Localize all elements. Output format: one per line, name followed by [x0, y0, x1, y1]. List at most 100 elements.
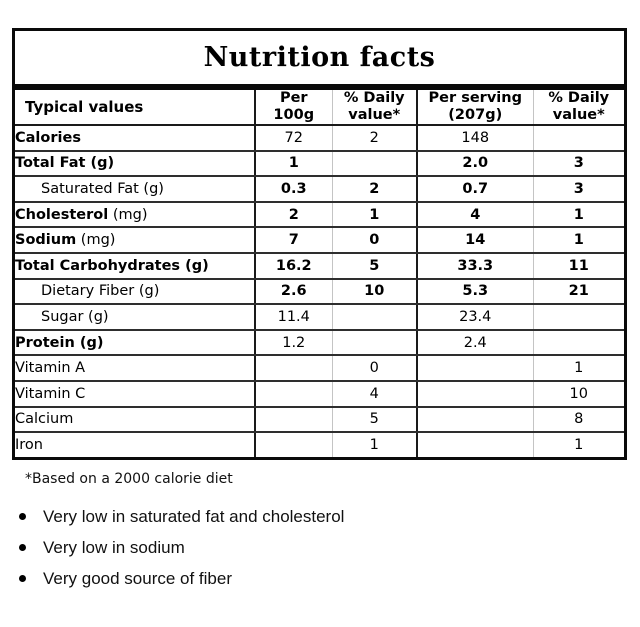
cell-daily-value-100g: 2: [332, 125, 418, 152]
cell-per-100g: 72: [255, 125, 333, 152]
cell-per-serving: 33.3: [417, 252, 534, 280]
row-label-text: (mg): [108, 206, 148, 223]
col-header-line: % Daily: [343, 90, 405, 106]
col-header-line: value*: [348, 107, 401, 123]
cell-per-serving: 5.3: [417, 278, 534, 306]
cell-daily-value-serving: 3: [533, 176, 624, 203]
cell-per-100g: [255, 355, 333, 382]
cell-per-100g: 16.2: [255, 252, 333, 280]
cell-daily-value-serving: 1: [533, 355, 624, 382]
cell-daily-value-100g: 5: [332, 252, 418, 280]
table-row: Total Carbohydrates (g) 16.2 5 33.3 11: [15, 252, 624, 280]
table-row: Protein (g) 1.2 2.4: [15, 329, 624, 357]
table-row: Cholesterol (mg) 2 1 4 1: [15, 201, 624, 229]
col-header-daily-value-serving: % Daily value*: [533, 90, 624, 126]
row-label-text: Sugar (g): [41, 308, 109, 325]
table-row: Calories 72 2 148: [15, 125, 624, 152]
row-label: Cholesterol (mg): [15, 201, 256, 229]
cell-daily-value-100g: [332, 150, 418, 178]
highlight-item: Very low in saturated fat and cholestero…: [16, 506, 344, 527]
table-row: Sodium (mg) 7 0 14 1: [15, 227, 624, 254]
cell-daily-value-serving: 1: [533, 227, 624, 254]
cell-daily-value-serving: [533, 304, 624, 331]
cell-daily-value-serving: [533, 329, 624, 357]
cell-daily-value-100g: 10: [332, 278, 418, 306]
cell-per-serving: 0.7: [417, 176, 534, 203]
cell-daily-value-serving: 1: [574, 436, 584, 453]
highlight-text: Very low in saturated fat and cholestero…: [43, 507, 345, 526]
highlight-item: Very low in sodium: [16, 537, 344, 558]
cell-per-100g: 1: [255, 150, 333, 178]
row-label: Sodium (mg): [15, 227, 256, 254]
cell-per-serving: [417, 406, 534, 434]
cell-daily-value-100g: 4: [332, 380, 418, 408]
header-row: Typical values Per 100g % Daily value* P…: [15, 90, 624, 126]
cell-per-serving: 14: [417, 227, 534, 254]
cell-daily-value-serving: [533, 125, 624, 152]
row-label-text: (mg): [76, 232, 116, 249]
nutrition-table: Typical values Per 100g % Daily value* P…: [15, 90, 624, 457]
row-label-text: Vitamin A: [15, 360, 86, 377]
cell-per-serving: 4: [417, 201, 534, 229]
footnote: *Based on a 2000 calorie diet: [25, 471, 233, 487]
row-label: Calories: [15, 125, 256, 152]
cell-per-100g: 2.6: [255, 278, 333, 306]
table-row: Iron 1 1: [15, 432, 624, 457]
row-label: Protein (g): [15, 329, 256, 357]
row-label-bold: Total Fat (g): [15, 155, 115, 172]
row-label: Calcium: [15, 406, 256, 434]
row-label: Total Fat (g): [15, 150, 256, 178]
table-row: Calcium 5 8: [15, 406, 624, 434]
table-body: Calories 72 2 148 Total Fat (g) 1 2.0 3 Saturate…: [15, 125, 624, 457]
cell-per-serving: [417, 380, 534, 408]
cell-daily-value-serving: 3: [533, 150, 624, 178]
cell-daily-value-100g: 1: [332, 432, 418, 457]
row-label-bold: Sodium: [15, 232, 77, 249]
table-row: Saturated Fat (g) 0.3 2 0.7 3: [15, 176, 624, 203]
col-header-typical-values: Typical values: [15, 90, 256, 126]
cell-per-serving: 2.4: [417, 329, 534, 357]
col-header-line: (207g): [448, 107, 503, 123]
cell-daily-value-100g: 2: [332, 176, 418, 203]
cell-per-100g: [255, 406, 333, 434]
cell-per-100g: 11.4: [255, 304, 333, 331]
row-label-text: Dietary Fiber (g): [41, 283, 160, 300]
highlights-list: Very low in saturated fat and cholestero…: [16, 506, 344, 599]
col-header-daily-value-100g: % Daily value*: [332, 90, 418, 126]
bullet-icon: [19, 544, 26, 551]
cell-daily-value-100g: 0: [332, 227, 418, 254]
cell-per-serving: [417, 355, 534, 382]
cell-per-100g: 2: [255, 201, 333, 229]
cell-daily-value-100g: 0: [332, 355, 418, 382]
col-header-line: % Daily: [548, 90, 610, 106]
cell-daily-value-serving: 21: [533, 278, 624, 306]
row-label: Saturated Fat (g): [15, 176, 256, 203]
cell-per-100g: 7: [255, 227, 333, 254]
row-label: Sugar (g): [15, 304, 256, 331]
table-row: Vitamin C 4 10: [15, 380, 624, 408]
row-label-bold: Total Carbohydrates (g): [15, 257, 209, 274]
row-label: Vitamin A: [15, 355, 256, 382]
row-label-text: Iron: [15, 436, 43, 453]
cell-daily-value-100g: 1: [332, 201, 418, 229]
highlight-text: Very good source of fiber: [43, 569, 233, 588]
row-label-text: Calcium: [15, 411, 74, 428]
col-header-line: value*: [552, 107, 605, 123]
cell-per-serving: 2.0: [417, 150, 534, 178]
bullet-icon: [19, 575, 26, 582]
cell-per-serving: [417, 432, 534, 457]
cell-per-100g: [255, 432, 333, 457]
table-row: Vitamin A 0 1: [15, 355, 624, 382]
cell-daily-value-100g: [332, 304, 418, 331]
row-label: Vitamin C: [15, 380, 256, 408]
cell-daily-value-serving: 11: [533, 252, 624, 280]
col-header-line: 100g: [273, 107, 315, 123]
cell-daily-value-serving: 8: [533, 406, 624, 434]
table-row: Sugar (g) 11.4 23.4: [15, 304, 624, 331]
cell-per-100g: [255, 380, 333, 408]
table-row: Total Fat (g) 1 2.0 3: [15, 150, 624, 178]
table-header: Typical values Per 100g % Daily value* P…: [15, 90, 624, 126]
panel-title: Nutrition facts: [15, 31, 624, 90]
cell-daily-value-serving: 1: [533, 201, 624, 229]
